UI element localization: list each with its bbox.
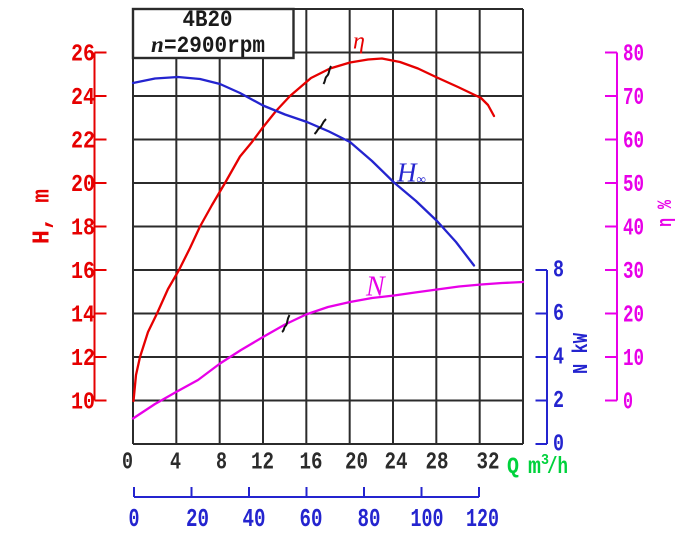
svg-text:80: 80 [358, 504, 381, 534]
svg-text:2: 2 [553, 388, 564, 415]
svg-text:12: 12 [251, 449, 274, 476]
svg-text:20: 20 [186, 504, 209, 534]
svg-text:70: 70 [623, 85, 644, 112]
svg-text:100: 100 [411, 504, 444, 534]
svg-text:28: 28 [426, 449, 449, 476]
svg-text:4B20: 4B20 [183, 7, 233, 33]
svg-text:24: 24 [71, 85, 95, 112]
svg-text:60: 60 [623, 128, 644, 155]
svg-text:120: 120 [466, 504, 499, 534]
svg-text:20: 20 [345, 449, 368, 476]
svg-text:0: 0 [553, 431, 564, 458]
svg-text:16: 16 [71, 259, 95, 286]
svg-text:40: 40 [243, 504, 266, 534]
svg-text:16: 16 [300, 449, 323, 476]
svg-text:22: 22 [71, 128, 95, 155]
svg-text:40: 40 [623, 215, 644, 242]
svg-text:Q: Q [507, 454, 519, 480]
svg-text:20: 20 [623, 302, 644, 329]
svg-text:m: m [528, 454, 541, 480]
svg-text:26: 26 [71, 41, 95, 68]
svg-text:η: η [353, 29, 365, 55]
svg-text:=2900rpm: =2900rpm [164, 33, 265, 59]
svg-text:18: 18 [71, 215, 95, 242]
svg-text:32: 32 [477, 449, 500, 476]
svg-text:/h: /h [547, 454, 568, 480]
svg-text:3: 3 [541, 452, 549, 469]
svg-text:H, m: H, m [30, 189, 57, 244]
svg-text:η %: η % [655, 199, 678, 227]
svg-text:12: 12 [71, 346, 95, 373]
svg-text:50: 50 [623, 172, 644, 199]
svg-text:20: 20 [71, 172, 95, 199]
svg-text:80: 80 [623, 41, 644, 68]
svg-text:24: 24 [385, 449, 408, 476]
svg-text:8: 8 [553, 257, 564, 284]
svg-text:6: 6 [553, 301, 564, 328]
svg-text:N: N [365, 272, 386, 303]
svg-text:N kW: N kW [571, 333, 594, 374]
svg-text:4: 4 [553, 344, 564, 371]
svg-text:0: 0 [129, 504, 140, 534]
svg-text:0: 0 [122, 449, 133, 476]
svg-text:10: 10 [623, 346, 644, 373]
svg-text:10: 10 [71, 389, 95, 416]
svg-text:8: 8 [216, 449, 227, 476]
svg-text:60: 60 [300, 504, 323, 534]
svg-text:4: 4 [170, 449, 181, 476]
svg-text:n: n [151, 32, 164, 57]
svg-text:30: 30 [623, 259, 644, 286]
svg-text:0: 0 [623, 389, 633, 416]
svg-text:14: 14 [71, 302, 95, 329]
